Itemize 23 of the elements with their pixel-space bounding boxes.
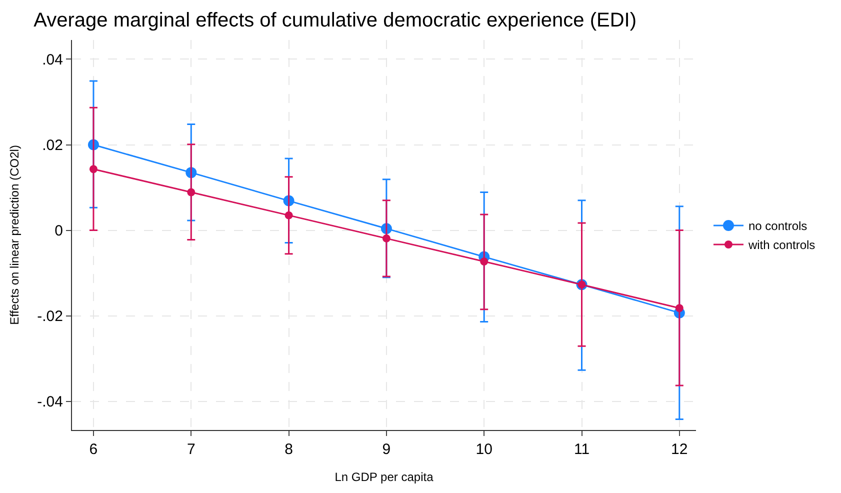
- point: [480, 258, 488, 266]
- point: [187, 188, 196, 196]
- y-tick-label: .04: [42, 51, 63, 68]
- x-tick-label: 6: [89, 441, 98, 458]
- legend-label: with controls: [747, 238, 816, 252]
- y-tick-label: -.02: [37, 308, 63, 326]
- point: [89, 165, 98, 174]
- y-tick-label: -.04: [37, 394, 63, 411]
- x-tick-label: 11: [574, 441, 590, 458]
- y-axis-title: Effects on linear prediction (CO2l): [7, 145, 22, 325]
- legend-label: no controls: [748, 219, 808, 234]
- chart-title: Average marginal effects of cumulative democratic experience (EDI): [34, 9, 637, 32]
- y-tick-label: .02: [42, 137, 63, 154]
- x-tick-label: 10: [476, 441, 492, 458]
- x-tick-label: 7: [186, 441, 196, 458]
- x-tick-label: 8: [284, 441, 293, 458]
- x-tick-label: 12: [671, 441, 688, 458]
- point: [382, 234, 390, 242]
- point: [284, 211, 293, 220]
- x-axis-title: Ln GDP per capita: [334, 470, 434, 484]
- y-tick-label: 0: [54, 222, 63, 240]
- point: [675, 304, 684, 312]
- x-tick-label: 9: [382, 441, 391, 458]
